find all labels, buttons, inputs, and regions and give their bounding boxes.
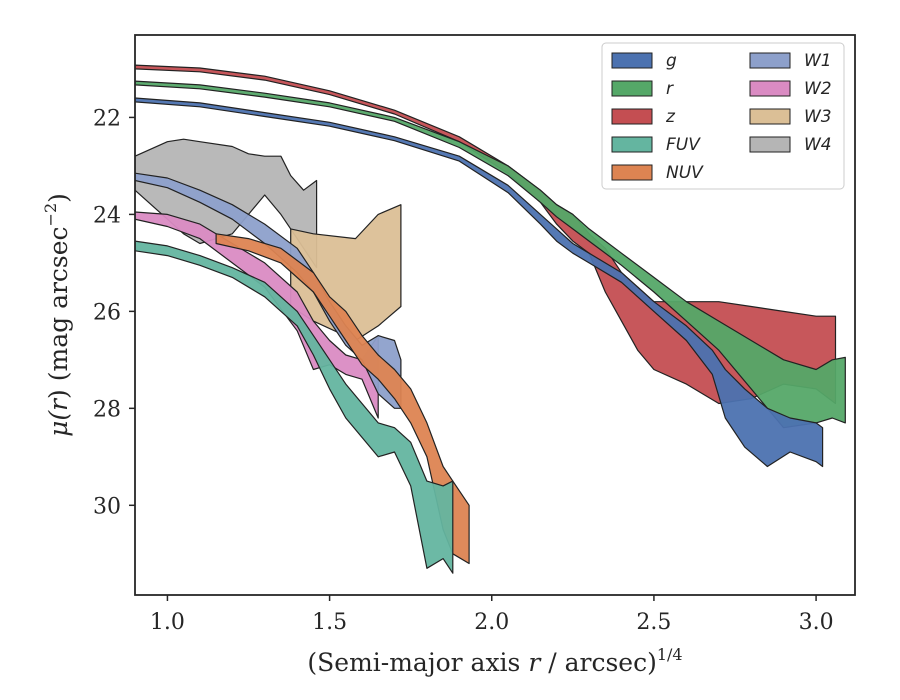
band-fuv: [135, 240, 454, 574]
legend-label-w3: W3: [804, 107, 832, 127]
band-w2: [135, 211, 379, 419]
x-axis-ticks: 1.0 1.5 2.0 2.5 3.0: [150, 595, 834, 635]
band-r: [135, 80, 846, 429]
legend: grz FUV NUV W1 W2 W3 W4: [601, 42, 845, 190]
x-tick-label: 1.5: [312, 610, 347, 635]
x-tick-label: 3.0: [799, 610, 834, 635]
y-tick-label: 26: [93, 300, 121, 325]
legend-label-nuv: NUV: [666, 163, 704, 183]
y-tick-label: 28: [93, 397, 121, 422]
y-tick-label: 24: [93, 203, 121, 228]
legend-label-w1: W1: [804, 51, 832, 71]
y-tick-label: 22: [93, 106, 121, 131]
legend-swatch-fuv: [611, 136, 653, 153]
legend-label-z: z: [665, 107, 676, 127]
profile-bands: [135, 64, 846, 574]
legend-swatch-nuv: [611, 164, 653, 181]
x-tick-label: 2.5: [636, 610, 671, 635]
legend-label-fuv: FUV: [666, 135, 701, 155]
legend-label-g: g: [666, 51, 677, 71]
legend-swatch-z: [611, 108, 653, 125]
legend-swatch-w1: [749, 52, 791, 69]
y-axis-ticks: 22 24 26 28 30: [93, 106, 135, 519]
plot-frame: [134, 34, 856, 596]
y-tick-label: 30: [93, 494, 121, 519]
legend-swatch-r: [611, 80, 653, 97]
x-tick-label: 1.0: [150, 610, 185, 635]
x-tick-label: 2.0: [474, 610, 509, 635]
band-g: [135, 97, 824, 468]
legend-label-r: r: [666, 79, 674, 99]
y-axis-label: μ(r) (mag arcsec−2): [41, 193, 73, 437]
legend-label-w4: W4: [804, 135, 832, 155]
legend-swatch-w3: [749, 108, 791, 125]
legend-swatch-w2: [749, 80, 791, 97]
x-axis-label: (Semi-major axis r / arcsec)1/4: [307, 645, 682, 677]
legend-swatch-g: [611, 52, 653, 69]
legend-label-w2: W2: [804, 79, 832, 99]
legend-swatch-w4: [749, 136, 791, 153]
